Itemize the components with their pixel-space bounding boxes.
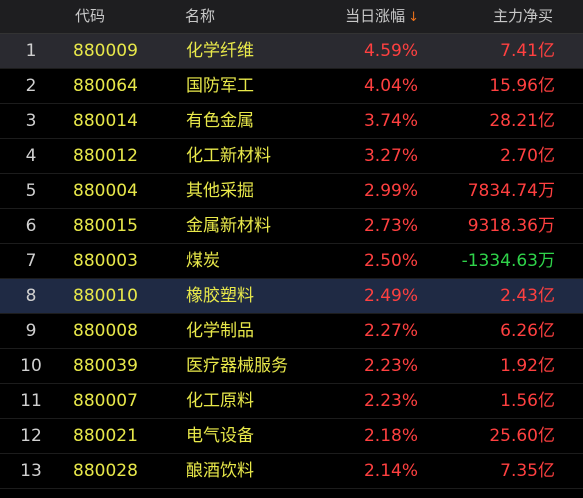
row-code: 880014: [73, 111, 138, 131]
row-main-flow: -1334.63万: [461, 251, 555, 271]
header-change-label: 当日涨幅: [345, 7, 406, 25]
row-code: 880010: [73, 286, 138, 306]
row-main-flow: 2.70亿: [500, 146, 555, 166]
row-index: 9: [25, 321, 37, 341]
row-change: 3.27%: [363, 146, 418, 166]
row-name: 化学制品: [186, 321, 254, 341]
row-index: 5: [25, 181, 37, 201]
row-index: 10: [20, 356, 42, 376]
table-row[interactable]: 3 880014 有色金属 3.74% 28.21亿: [0, 104, 583, 139]
table-row[interactable]: 6 880015 金属新材料 2.73% 9318.36万: [0, 209, 583, 244]
row-index: 1: [25, 41, 37, 61]
sort-down-icon: ↓: [408, 10, 419, 25]
table-row[interactable]: 2 880064 国防军工 4.04% 15.96亿: [0, 69, 583, 104]
table-row[interactable]: 1 880009 化学纤维 4.59% 7.41亿: [0, 34, 583, 69]
row-change: 2.23%: [363, 356, 418, 376]
table-row[interactable]: 4 880012 化工新材料 3.27% 2.70亿: [0, 139, 583, 174]
row-name: 国防军工: [186, 76, 254, 96]
row-index: 6: [25, 216, 37, 236]
row-index: 8: [25, 286, 37, 306]
row-main-flow: 7834.74万: [467, 181, 555, 201]
row-code: 880012: [73, 146, 138, 166]
table-row[interactable]: 8 880010 橡胶塑料 2.49% 2.43亿: [0, 279, 583, 314]
table-body: 1 880009 化学纤维 4.59% 7.41亿 2 880064 国防军工 4.04% 15.…: [0, 34, 583, 489]
row-code: 880008: [73, 321, 138, 341]
row-name: 化学纤维: [186, 41, 254, 61]
row-change: 2.73%: [363, 216, 418, 236]
row-name: 其他采掘: [186, 181, 254, 201]
row-name: 电气设备: [186, 426, 254, 446]
row-name: 橡胶塑料: [186, 286, 254, 306]
row-code: 880003: [73, 251, 138, 271]
row-code: 880009: [73, 41, 138, 61]
row-index: 12: [20, 426, 42, 446]
row-main-flow: 6.26亿: [500, 321, 555, 341]
row-change: 2.27%: [363, 321, 418, 341]
row-change: 2.50%: [363, 251, 418, 271]
table-row[interactable]: 12 880021 电气设备 2.18% 25.60亿: [0, 419, 583, 454]
row-change: 2.49%: [363, 286, 418, 306]
row-change: 3.74%: [363, 111, 418, 131]
row-code: 880039: [73, 356, 138, 376]
row-code: 880004: [73, 181, 138, 201]
row-name: 化工新材料: [186, 146, 271, 166]
row-main-flow: 25.60亿: [489, 426, 555, 446]
row-change: 2.99%: [363, 181, 418, 201]
row-index: 13: [20, 461, 42, 481]
row-main-flow: 1.56亿: [500, 391, 555, 411]
row-change: 4.59%: [363, 41, 418, 61]
row-name: 煤炭: [186, 251, 220, 271]
row-main-flow: 28.21亿: [489, 111, 555, 131]
row-code: 880007: [73, 391, 138, 411]
header-name[interactable]: 名称: [185, 7, 216, 25]
row-change: 2.18%: [363, 426, 418, 446]
row-main-flow: 15.96亿: [489, 76, 555, 96]
row-change: 2.23%: [363, 391, 418, 411]
header-change[interactable]: 当日涨幅 ↓: [345, 0, 419, 33]
row-main-flow: 7.41亿: [500, 41, 555, 61]
row-main-flow: 9318.36万: [467, 216, 555, 236]
row-index: 7: [25, 251, 37, 271]
row-code: 880064: [73, 76, 138, 96]
row-index: 3: [25, 111, 37, 131]
row-index: 4: [25, 146, 37, 166]
header-main-flow[interactable]: 主力净买: [492, 7, 553, 25]
table-row[interactable]: 7 880003 煤炭 2.50% -1334.63万: [0, 244, 583, 279]
row-name: 酿酒饮料: [186, 461, 254, 481]
table-header: 代码 名称 当日涨幅 ↓ 主力净买: [0, 0, 583, 34]
row-change: 4.04%: [363, 76, 418, 96]
table-row[interactable]: 5 880004 其他采掘 2.99% 7834.74万: [0, 174, 583, 209]
row-change: 2.14%: [363, 461, 418, 481]
table-row[interactable]: 13 880028 酿酒饮料 2.14% 7.35亿: [0, 454, 583, 489]
row-name: 医疗器械服务: [186, 356, 288, 376]
table-row[interactable]: 10 880039 医疗器械服务 2.23% 1.92亿: [0, 349, 583, 384]
row-code: 880021: [73, 426, 138, 446]
row-index: 2: [25, 76, 37, 96]
row-code: 880028: [73, 461, 138, 481]
row-main-flow: 7.35亿: [500, 461, 555, 481]
row-main-flow: 1.92亿: [500, 356, 555, 376]
table-row[interactable]: 9 880008 化学制品 2.27% 6.26亿: [0, 314, 583, 349]
row-index: 11: [20, 391, 42, 411]
row-main-flow: 2.43亿: [500, 286, 555, 306]
row-name: 化工原料: [186, 391, 254, 411]
row-name: 金属新材料: [186, 216, 271, 236]
row-code: 880015: [73, 216, 138, 236]
header-code[interactable]: 代码: [75, 7, 106, 25]
row-name: 有色金属: [186, 111, 254, 131]
table-row[interactable]: 11 880007 化工原料 2.23% 1.56亿: [0, 384, 583, 419]
